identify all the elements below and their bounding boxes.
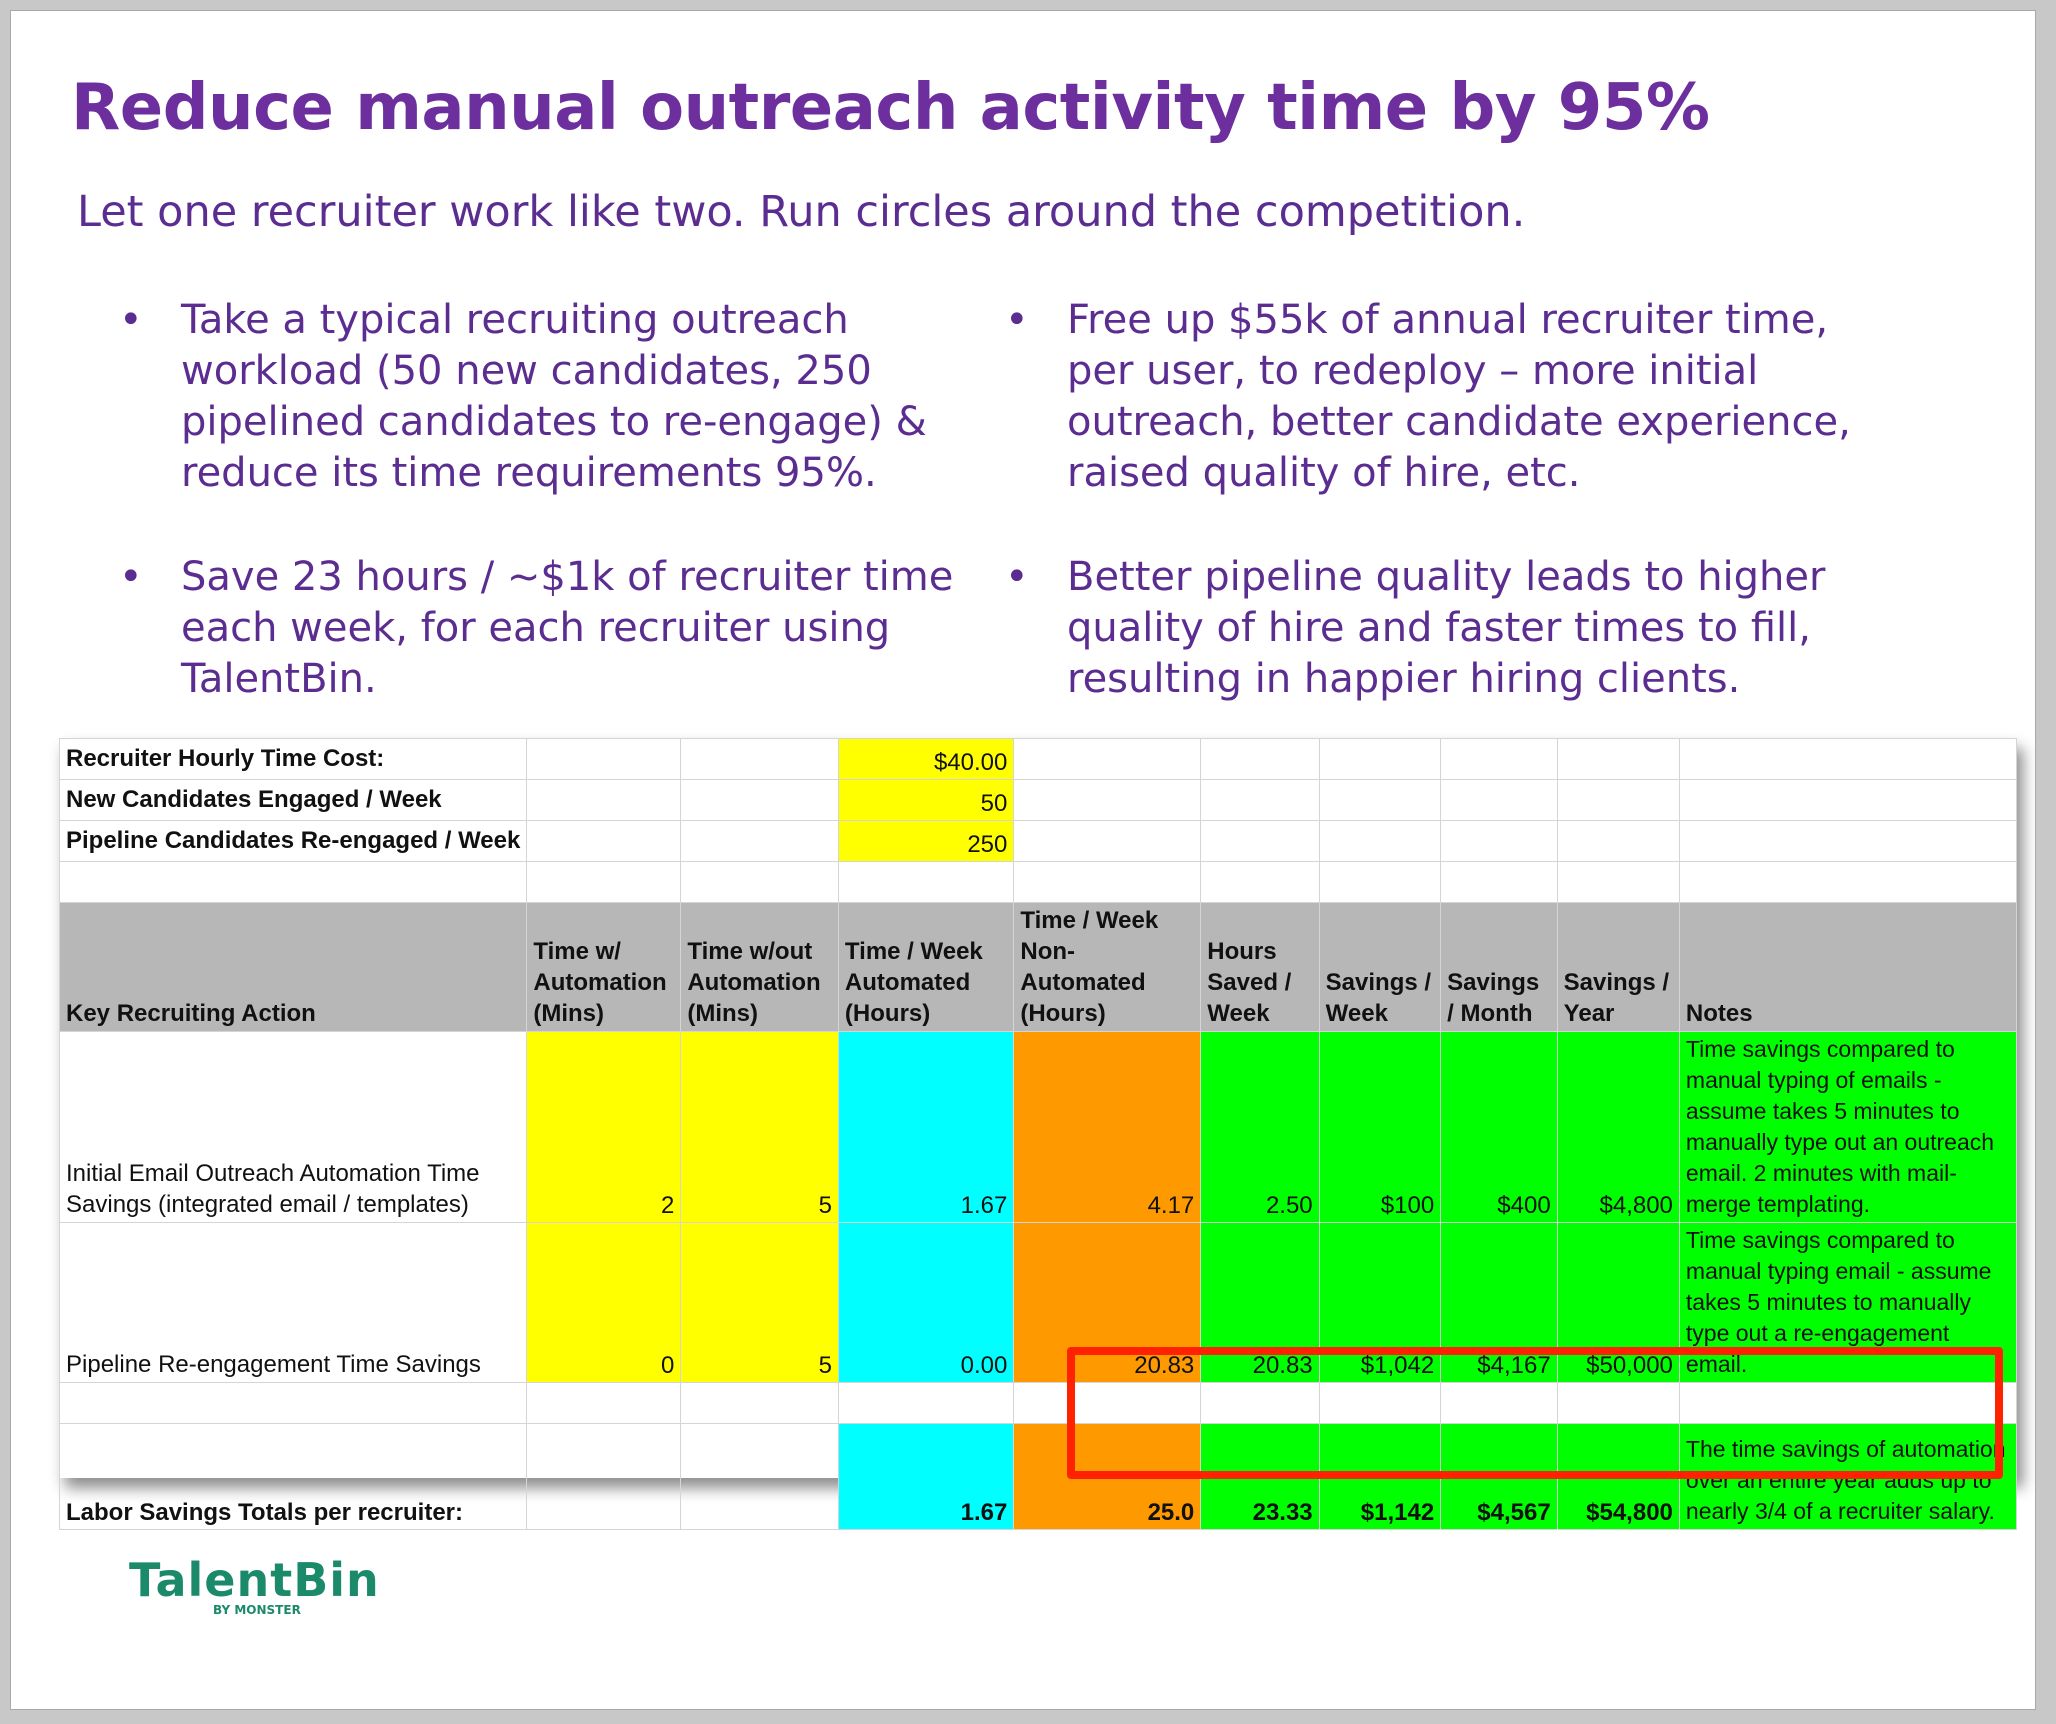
- slide-subtitle: Let one recruiter work like two. Run cir…: [77, 187, 1526, 237]
- time-without-cell[interactable]: 5: [680, 1031, 839, 1223]
- column-header: Hours Saved / Week: [1200, 902, 1320, 1032]
- empty-cell: [1678, 738, 2018, 780]
- input-row: New Candidates Engaged / Week 50: [58, 779, 2018, 821]
- spacer-row: [58, 1382, 2018, 1424]
- column-header: Time w/out Automation (Mins): [680, 902, 839, 1032]
- bullet-item: • Free up $55k of annual recruiter time,…: [1005, 295, 1887, 499]
- bullet-marker: •: [119, 554, 143, 600]
- empty-cell: [1678, 820, 2018, 862]
- empty-cell: [680, 1423, 839, 1530]
- empty-cell: [1678, 779, 2018, 821]
- input-label: Pipeline Candidates Re-engaged / Week: [58, 820, 528, 862]
- totals-notes: The time savings of automation over an e…: [1678, 1423, 2018, 1530]
- slide-title: Reduce manual outreach activity time by …: [71, 71, 1710, 145]
- hours-saved-cell: 20.83: [1200, 1222, 1320, 1383]
- column-header: Savings / Month: [1440, 902, 1558, 1032]
- bullet-marker: •: [119, 297, 143, 343]
- bullet-marker: •: [1005, 554, 1029, 600]
- savings-week-cell: $1,042: [1318, 1222, 1442, 1383]
- header-row: Key Recruiting Action Time w/ Automation…: [58, 902, 2018, 1032]
- input-value[interactable]: 50: [837, 779, 1015, 821]
- week-automated-cell: 0.00: [837, 1222, 1015, 1383]
- bullet-text: Take a typical recruiting outreach workl…: [181, 297, 927, 496]
- bullet-item: • Better pipeline quality leads to highe…: [1005, 552, 1887, 705]
- notes-cell: Time savings compared to manual typing o…: [1678, 1031, 2018, 1223]
- input-value[interactable]: 250: [837, 820, 1015, 862]
- column-header: Time w/ Automation (Mins): [526, 902, 682, 1032]
- notes-cell: Time savings compared to manual typing e…: [1678, 1222, 2018, 1383]
- empty-cell: [1200, 779, 1320, 821]
- total-savings-week: $1,142: [1318, 1423, 1442, 1530]
- week-non-automated-cell: 4.17: [1013, 1031, 1202, 1223]
- logo-byline: BY MONSTER: [213, 1603, 301, 1617]
- empty-cell: [1318, 779, 1442, 821]
- input-row: Pipeline Candidates Re-engaged / Week 25…: [58, 820, 2018, 862]
- slide: Reduce manual outreach activity time by …: [10, 10, 2036, 1710]
- column-header: Savings / Year: [1556, 902, 1680, 1032]
- empty-cell: [526, 1423, 682, 1530]
- bullet-text: Save 23 hours / ~$1k of recruiter time e…: [181, 554, 954, 702]
- empty-cell: [1556, 779, 1680, 821]
- savings-month-cell: $4,167: [1440, 1222, 1558, 1383]
- input-row: Recruiter Hourly Time Cost: $40.00: [58, 738, 2018, 780]
- column-header: Notes: [1678, 902, 2018, 1032]
- time-with-cell[interactable]: 0: [526, 1222, 682, 1383]
- savings-year-cell: $4,800: [1556, 1031, 1680, 1223]
- empty-cell: [526, 779, 682, 821]
- savings-week-cell: $100: [1318, 1031, 1442, 1223]
- time-without-cell[interactable]: 5: [680, 1222, 839, 1383]
- savings-month-cell: $400: [1440, 1031, 1558, 1223]
- bullet-marker: •: [1005, 297, 1029, 343]
- empty-cell: [680, 779, 839, 821]
- input-value[interactable]: $40.00: [837, 738, 1015, 780]
- bullet-text: Free up $55k of annual recruiter time, p…: [1067, 297, 1851, 496]
- empty-cell: [1440, 738, 1558, 780]
- week-automated-cell: 1.67: [837, 1031, 1015, 1223]
- action-cell: Pipeline Re-engagement Time Savings: [58, 1222, 528, 1383]
- savings-year-cell: $50,000: [1556, 1222, 1680, 1383]
- input-label: New Candidates Engaged / Week: [58, 779, 528, 821]
- empty-cell: [1440, 820, 1558, 862]
- logo-wordmark: TalentBin: [129, 1553, 380, 1607]
- input-label: Recruiter Hourly Time Cost:: [58, 738, 528, 780]
- bullet-item: • Save 23 hours / ~$1k of recruiter time…: [119, 552, 981, 705]
- empty-cell: [1013, 820, 1202, 862]
- total-week-automated: 1.67: [837, 1423, 1015, 1530]
- week-non-automated-cell: 20.83: [1013, 1222, 1202, 1383]
- bullet-item: • Take a typical recruiting outreach wor…: [119, 295, 981, 499]
- totals-label: Labor Savings Totals per recruiter:: [58, 1423, 528, 1530]
- total-week-non-automated: 25.0: [1013, 1423, 1202, 1530]
- empty-cell: [1013, 779, 1202, 821]
- table-row: Pipeline Re-engagement Time Savings 0 5 …: [58, 1222, 2018, 1383]
- empty-cell: [1556, 820, 1680, 862]
- column-header: Time / Week Non-Automated (Hours): [1013, 902, 1202, 1032]
- empty-cell: [680, 820, 839, 862]
- total-savings-year: $54,800: [1556, 1423, 1680, 1530]
- time-with-cell[interactable]: 2: [526, 1031, 682, 1223]
- totals-row: Labor Savings Totals per recruiter: 1.67…: [58, 1423, 2018, 1530]
- empty-cell: [1556, 738, 1680, 780]
- table-row: Initial Email Outreach Automation Time S…: [58, 1031, 2018, 1223]
- empty-cell: [1200, 738, 1320, 780]
- total-hours-saved: 23.33: [1200, 1423, 1320, 1530]
- savings-table: Recruiter Hourly Time Cost: $40.00 New C…: [58, 738, 2018, 1530]
- column-header: Time / Week Automated (Hours): [837, 902, 1015, 1032]
- empty-cell: [680, 738, 839, 780]
- talentbin-logo: TalentBin BY MONSTER: [129, 1553, 380, 1617]
- column-header: Savings / Week: [1318, 902, 1442, 1032]
- empty-cell: [1013, 738, 1202, 780]
- empty-cell: [526, 738, 682, 780]
- empty-cell: [526, 820, 682, 862]
- total-savings-month: $4,567: [1440, 1423, 1558, 1530]
- empty-cell: [1200, 820, 1320, 862]
- spacer-row: [58, 861, 2018, 903]
- empty-cell: [1318, 820, 1442, 862]
- column-header: Key Recruiting Action: [58, 902, 528, 1032]
- hours-saved-cell: 2.50: [1200, 1031, 1320, 1223]
- bullet-text: Better pipeline quality leads to higher …: [1067, 554, 1826, 702]
- spreadsheet-screenshot: Recruiter Hourly Time Cost: $40.00 New C…: [58, 738, 2018, 1530]
- empty-cell: [1440, 779, 1558, 821]
- action-cell: Initial Email Outreach Automation Time S…: [58, 1031, 528, 1223]
- empty-cell: [1318, 738, 1442, 780]
